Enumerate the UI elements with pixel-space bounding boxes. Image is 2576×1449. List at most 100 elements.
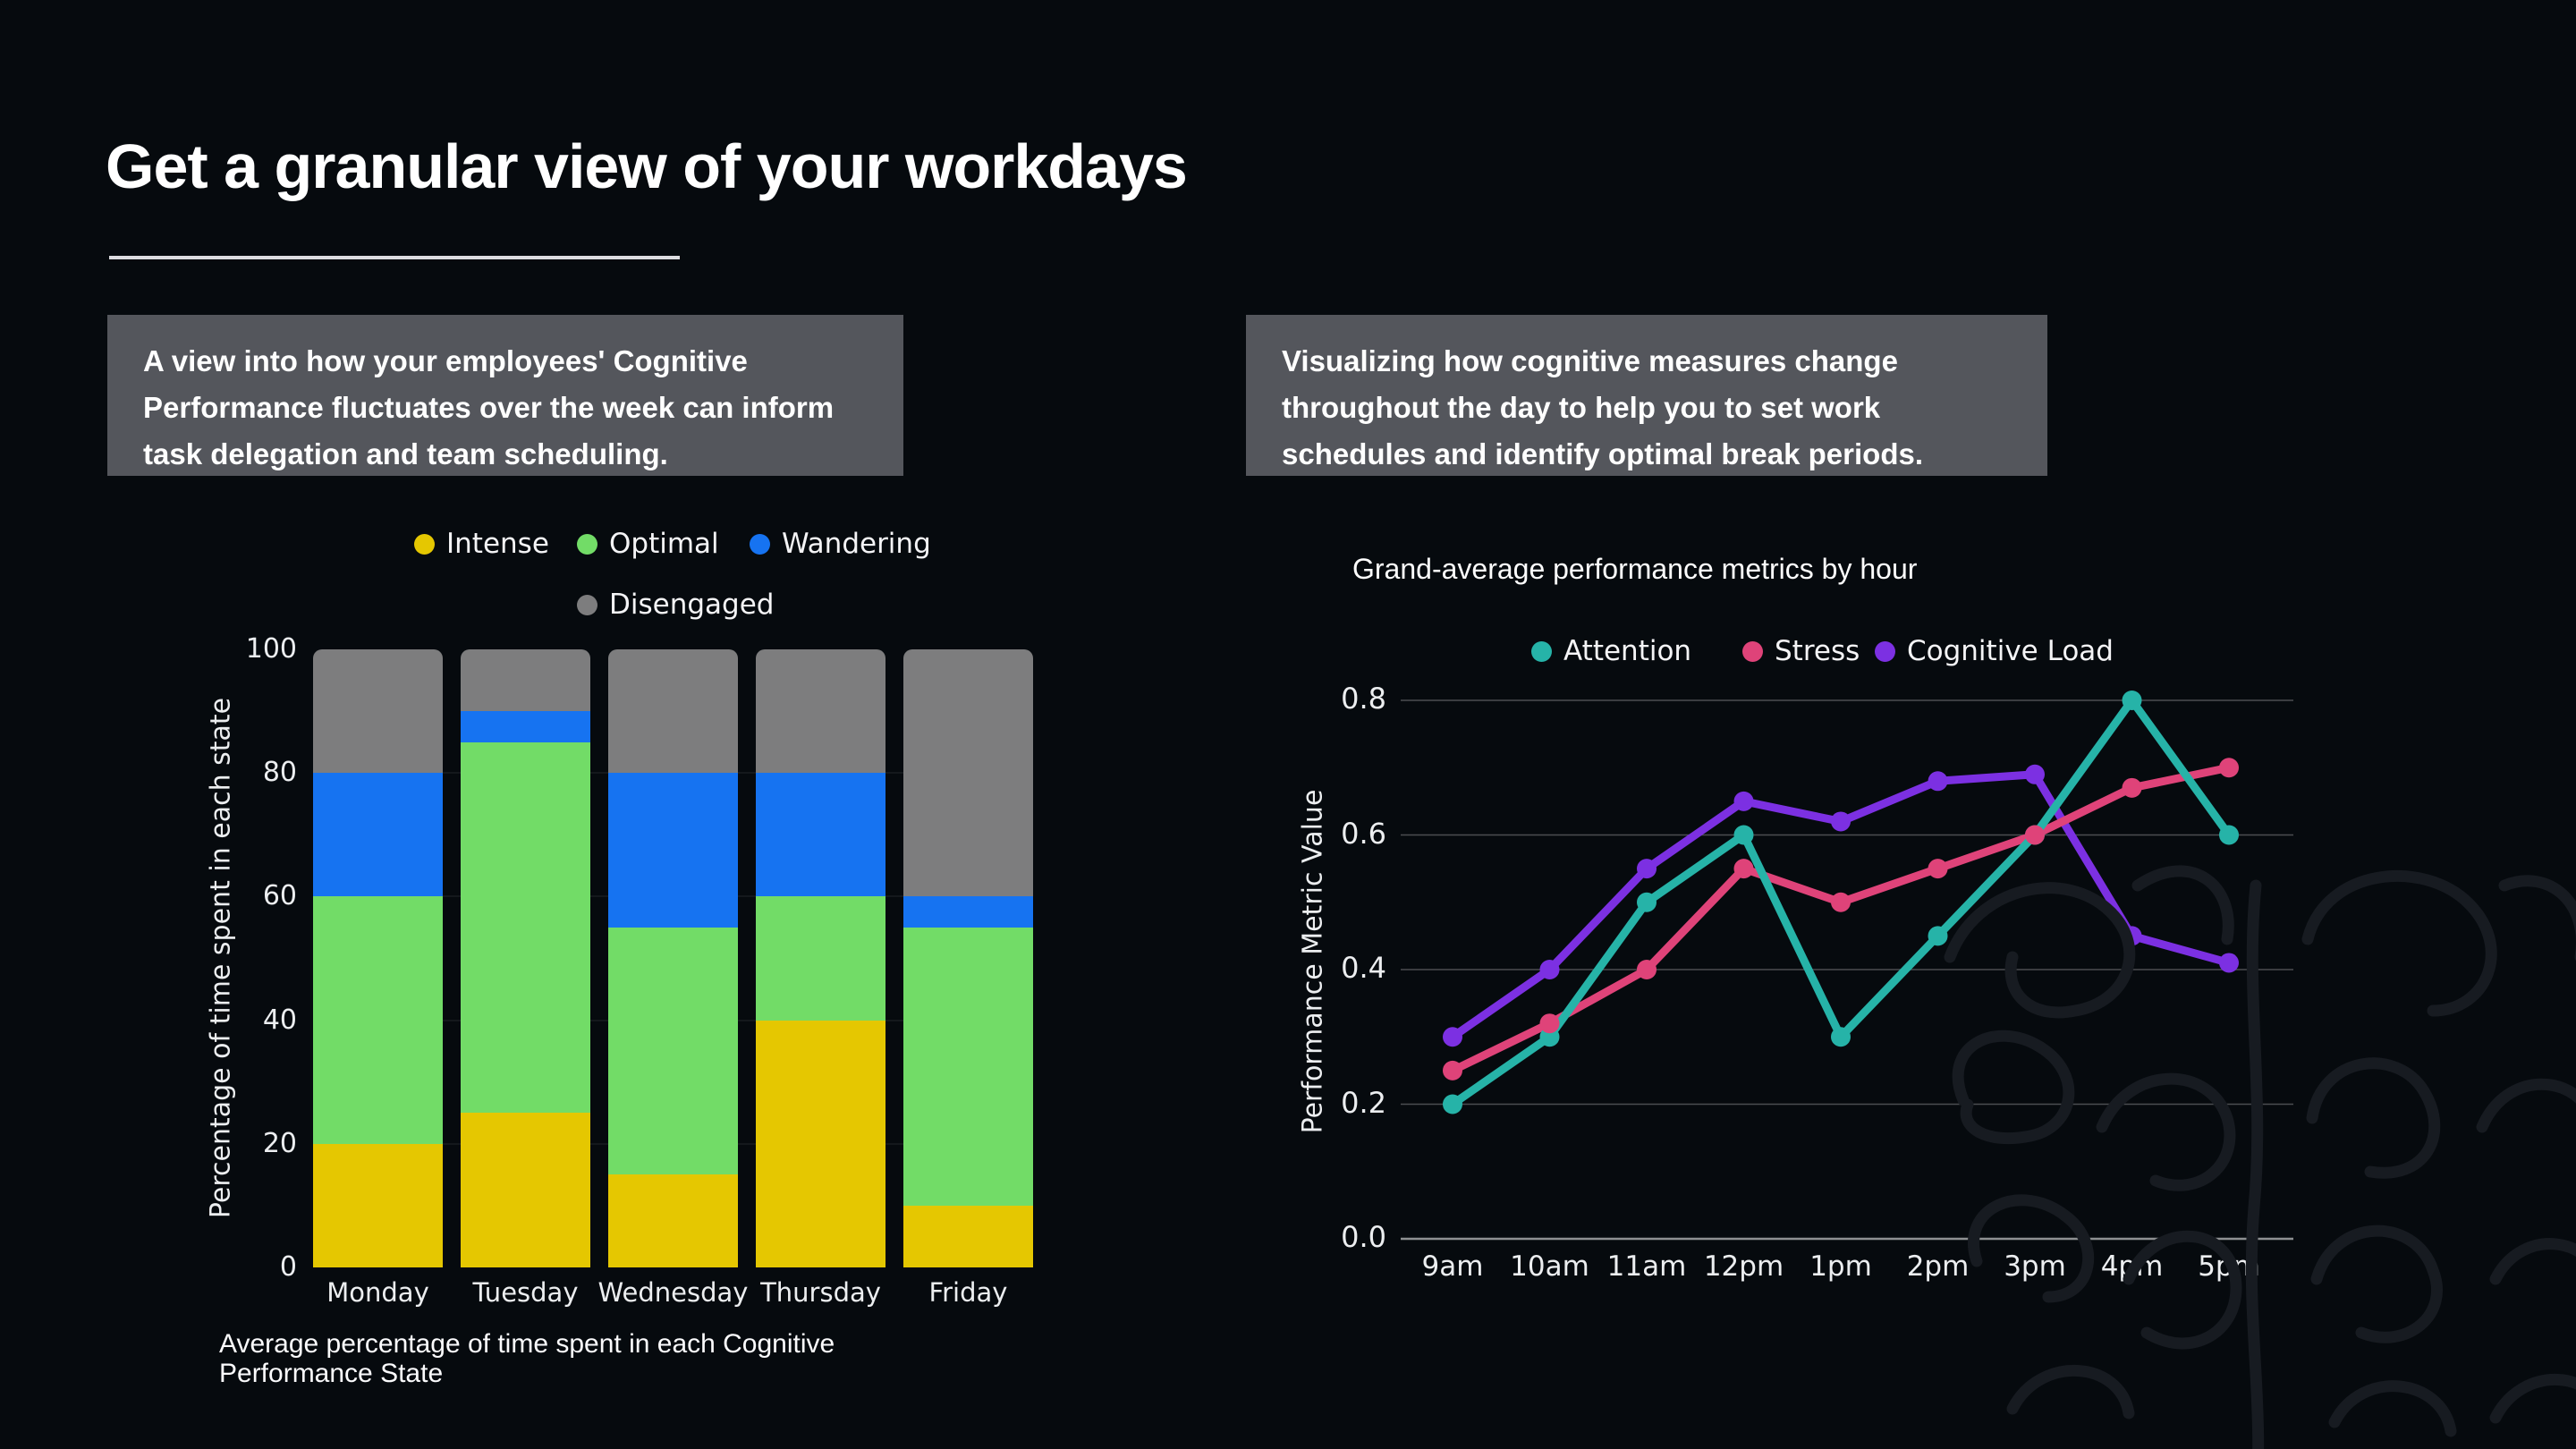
data-point-attention	[2122, 691, 2142, 710]
legend-label: Stress	[1775, 635, 1860, 667]
bar-segment-intense	[903, 1205, 1033, 1267]
legend-item-attention: Attention	[1531, 635, 1691, 667]
bar-segment-optimal	[313, 896, 443, 1144]
legend-item-intense: Intense	[414, 528, 549, 560]
bar-ytick-label: 60	[262, 880, 297, 912]
bar-ytick-label: 0	[279, 1251, 297, 1283]
bar-chart-x-ticks: Monday Tuesday Wednesday Thursday Friday	[313, 1277, 1033, 1313]
bar-ytick-label: 80	[262, 757, 297, 789]
intense-legend-swatch	[414, 533, 435, 555]
stress-legend-swatch	[1742, 640, 1763, 662]
legend-item-optimal: Optimal	[577, 528, 719, 560]
legend-label: Optimal	[609, 528, 719, 560]
bar-segment-wandering	[756, 773, 886, 897]
legend-item-wandering: Wandering	[750, 528, 931, 560]
bar-chart-caption: Average percentage of time spent in each…	[219, 1329, 835, 1388]
line-xtick-label: 9am	[1421, 1250, 1484, 1283]
bar-ytick-label: 40	[262, 1004, 297, 1036]
optimal-legend-swatch	[577, 533, 597, 555]
bar-segment-disengaged	[461, 649, 590, 712]
bar-ytick-label: 100	[245, 633, 297, 665]
bar-segment-intense	[461, 1113, 590, 1267]
data-point-attention	[1733, 825, 1754, 845]
data-point-stress	[2122, 777, 2142, 798]
legend-label: Cognitive Load	[1907, 635, 2114, 667]
bar-chart-y-ticks: 100 80 60 40 20 0	[161, 633, 297, 1283]
line-ytick-label: 0.8	[1341, 682, 1386, 716]
bar-segment-disengaged	[903, 649, 1033, 897]
data-point-stress	[1539, 1013, 1560, 1034]
legend-item-cognitive-load: Cognitive Load	[1875, 635, 2114, 667]
data-point-attention	[1831, 1027, 1851, 1047]
bar-segment-wandering	[313, 773, 443, 897]
line-xtick-label: 11am	[1606, 1250, 1687, 1283]
bar-thursday	[756, 649, 886, 1267]
line-xtick-label: 2pm	[1906, 1250, 1970, 1283]
title-underline	[109, 256, 680, 259]
data-point-cognitive_load	[1443, 1027, 1462, 1047]
line-chart-y-ticks: 0.8 0.6 0.4 0.2 0.0	[1252, 662, 1386, 1288]
data-point-stress	[1928, 859, 1948, 879]
line-ytick-label: 0.0	[1341, 1220, 1386, 1254]
bar-xtick-label: Monday	[326, 1277, 429, 1308]
brain-watermark-icon	[1944, 865, 2576, 1449]
bar-segment-optimal	[756, 896, 886, 1021]
bar-wednesday	[608, 649, 738, 1267]
data-point-stress	[1637, 960, 1657, 979]
legend-label: Intense	[446, 528, 549, 560]
data-point-attention	[1637, 892, 1657, 912]
bar-monday	[313, 649, 443, 1267]
legend-item-stress: Stress	[1742, 635, 1860, 667]
bar-xtick-label: Friday	[928, 1277, 1008, 1308]
legend-item-disengaged: Disengaged	[577, 589, 774, 621]
data-point-cognitive_load	[2219, 953, 2239, 973]
data-point-cognitive_load	[2025, 764, 2045, 784]
data-point-cognitive_load	[1831, 811, 1851, 832]
data-point-stress	[1831, 892, 1851, 912]
data-point-attention	[1539, 1027, 1560, 1047]
bar-friday	[903, 649, 1033, 1267]
bar-segment-intense	[313, 1143, 443, 1267]
bar-segment-disengaged	[313, 649, 443, 774]
line-xtick-label: 10am	[1510, 1250, 1589, 1283]
legend-label: Disengaged	[609, 589, 775, 621]
data-point-stress	[1443, 1060, 1462, 1080]
bar-tuesday	[461, 649, 590, 1267]
bar-segment-optimal	[461, 741, 590, 1114]
data-point-stress	[2219, 758, 2239, 778]
bar-gridline	[313, 772, 1033, 775]
bar-segment-intense	[608, 1174, 738, 1267]
bar-segment-wandering	[608, 773, 738, 928]
legend-label: Attention	[1563, 635, 1692, 667]
info-box-weekly: A view into how your employees' Cognitiv…	[107, 315, 903, 476]
data-point-cognitive_load	[1539, 960, 1560, 979]
bar-segment-optimal	[903, 927, 1033, 1206]
bar-segment-wandering	[461, 711, 590, 742]
line-chart-title: Grand-average performance metrics by hou…	[1352, 553, 1918, 585]
bar-segment-disengaged	[756, 649, 886, 774]
line-plot	[1401, 691, 2293, 1241]
data-point-cognitive_load	[1928, 771, 1948, 792]
bar-ytick-label: 20	[262, 1127, 297, 1159]
bar-segment-disengaged	[608, 649, 738, 774]
info-box-hourly: Visualizing how cognitive measures chang…	[1246, 315, 2047, 476]
cognitive-load-legend-swatch	[1875, 640, 1895, 662]
data-point-cognitive_load	[1637, 859, 1657, 879]
bar-xtick-label: Tuesday	[472, 1277, 579, 1308]
data-point-attention	[1443, 1094, 1462, 1114]
bar-xtick-label: Wednesday	[597, 1277, 749, 1308]
page-title: Get a granular view of your workdays	[106, 131, 1188, 201]
attention-legend-swatch	[1531, 640, 1552, 662]
line-xtick-label: 3pm	[2004, 1250, 2066, 1283]
data-point-attention	[1928, 926, 1948, 946]
bar-segment-wandering	[903, 896, 1033, 928]
line-ytick-label: 0.2	[1341, 1085, 1386, 1120]
data-point-attention	[2219, 825, 2239, 845]
bar-segment-intense	[756, 1020, 886, 1267]
line-xtick-label: 1pm	[1809, 1250, 1872, 1283]
stacked-bar-plot	[313, 649, 1033, 1267]
line-ytick-label: 0.6	[1341, 816, 1386, 851]
line-ytick-label: 0.4	[1341, 951, 1386, 985]
data-point-cognitive_load	[1733, 791, 1754, 811]
